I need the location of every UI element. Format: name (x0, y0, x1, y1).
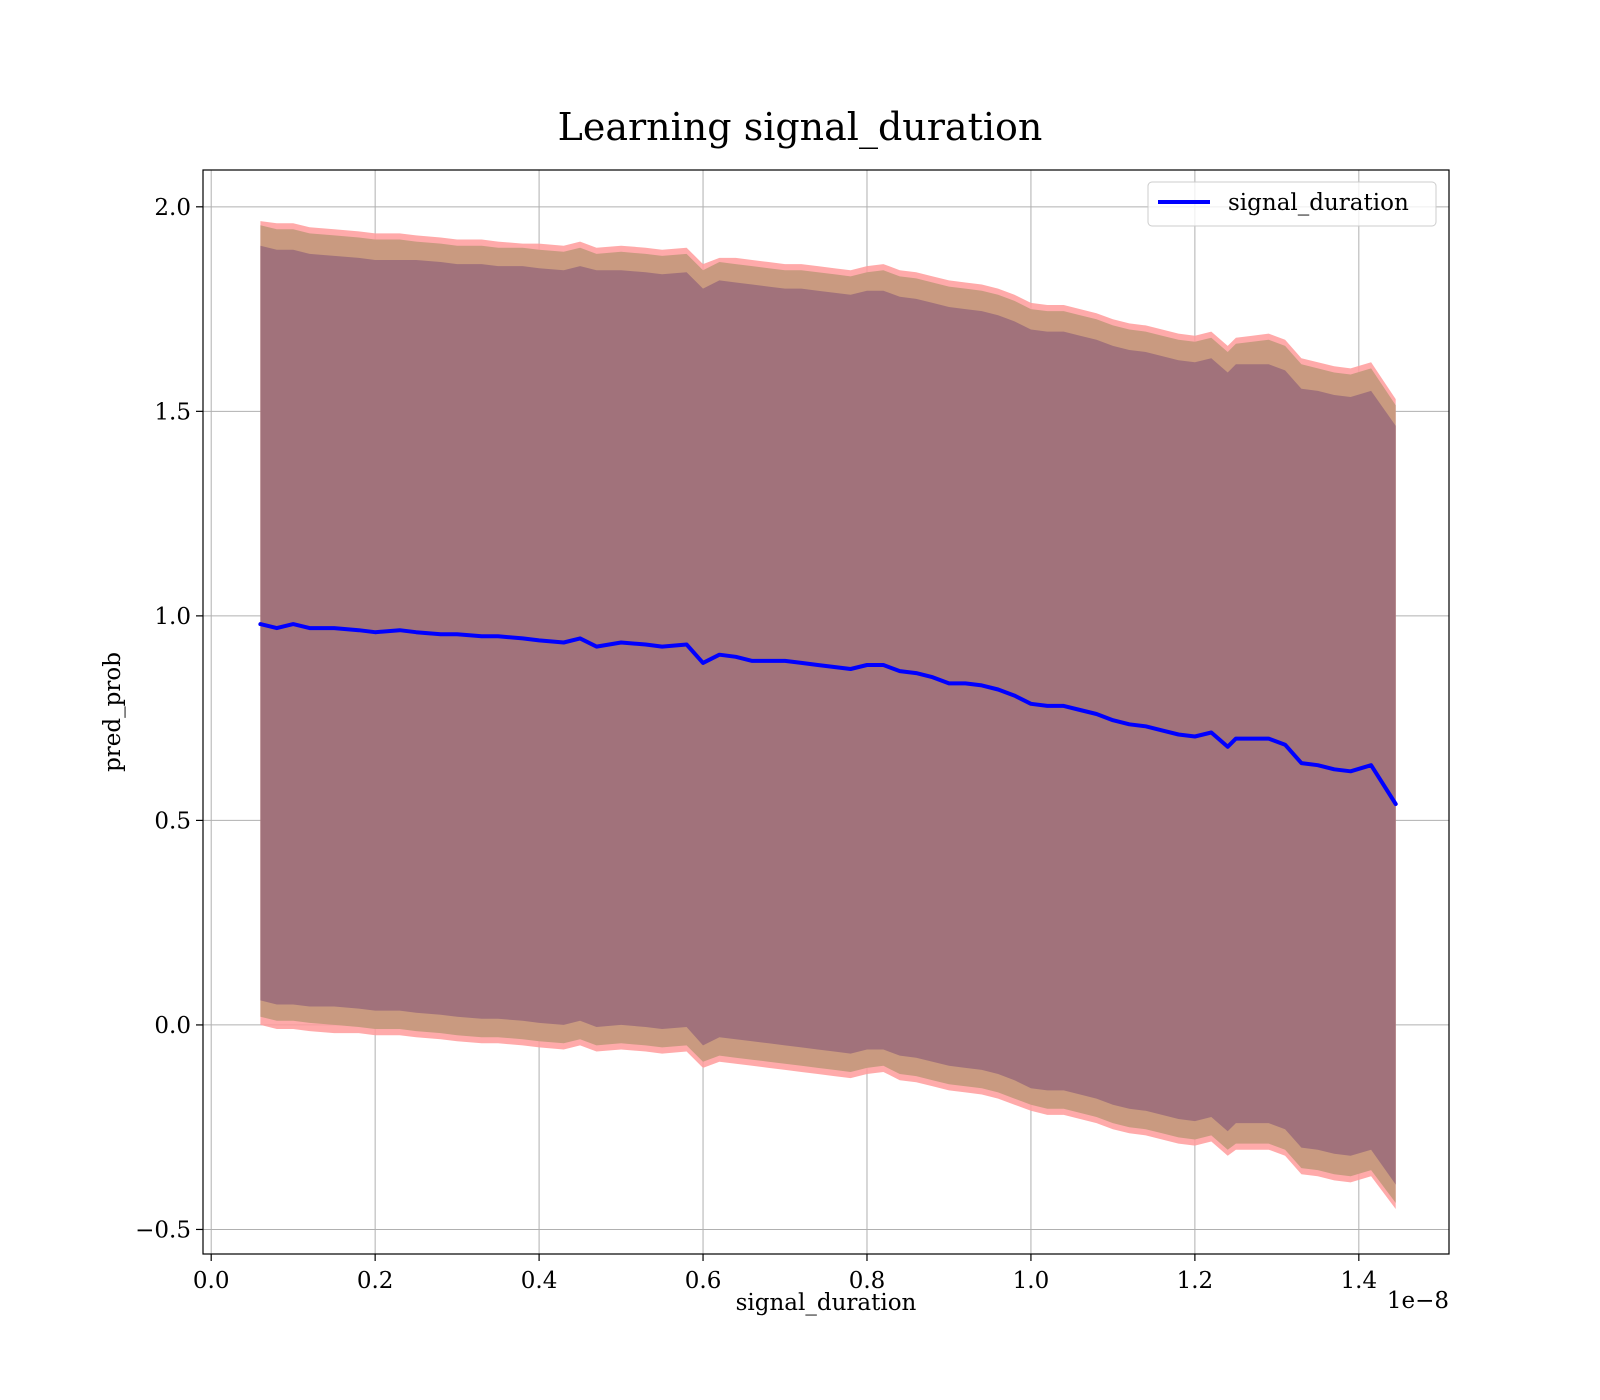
series-lines (258, 622, 1398, 806)
y-tick-label: 1.5 (154, 399, 191, 425)
legend-box (1147, 181, 1437, 227)
legend-label: signal_duration (1228, 190, 1409, 216)
x-tick-label: 0.8 (849, 1268, 886, 1294)
y-tick-label: 0.5 (154, 808, 191, 834)
x-tick-label: 0.4 (521, 1268, 558, 1294)
x-axis-label: signal_duration (736, 1290, 917, 1316)
x-tick-label: 1.2 (1177, 1268, 1214, 1294)
x-tick-label: 0.6 (685, 1268, 722, 1294)
y-axis-label: pred_prob (100, 652, 126, 772)
x-axis-offset-label: 1e−8 (1387, 1288, 1449, 1314)
y-axis-ticks: −0.5 0.0 0.5 1.0 1.5 2.0 (135, 195, 203, 1243)
y-tick-label: 2.0 (154, 195, 191, 221)
confidence-bands (260, 221, 1396, 1210)
inner-confidence-band (260, 245, 1396, 1185)
legend: signal_duration (1147, 181, 1437, 227)
chart-title: Learning signal_duration (558, 105, 1043, 150)
y-tick-label: 0.0 (154, 1013, 191, 1039)
y-tick-label: −0.5 (135, 1217, 191, 1243)
x-axis-ticks: 0.0 0.2 0.4 0.6 0.8 1.0 1.2 1.4 (193, 1254, 1377, 1294)
axes-frame (202, 169, 1450, 1255)
y-tick-label: 1.0 (154, 604, 191, 630)
x-tick-label: 1.0 (1013, 1268, 1050, 1294)
x-tick-label: 0.2 (357, 1268, 394, 1294)
x-tick-label: 1.4 (1341, 1268, 1378, 1294)
series-line-signal-duration (258, 622, 1398, 806)
x-tick-label: 0.0 (193, 1268, 230, 1294)
